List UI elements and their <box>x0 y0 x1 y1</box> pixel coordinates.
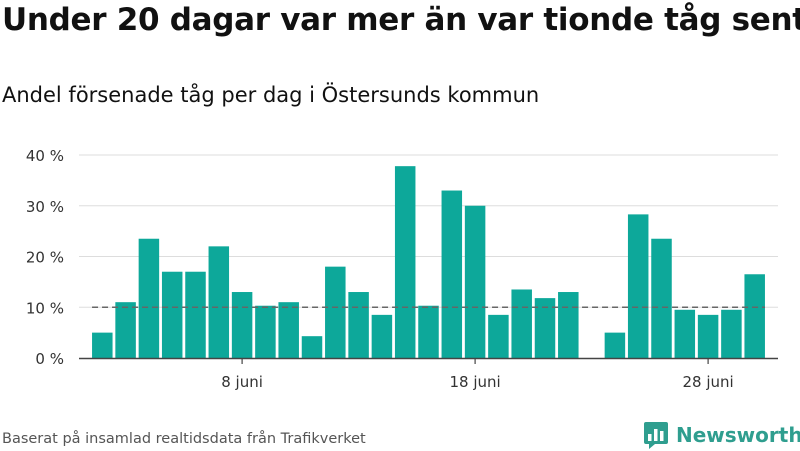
y-tick-label: 40 % <box>26 147 64 165</box>
bar <box>348 292 369 358</box>
x-tick-label: 8 juni <box>221 373 263 391</box>
bar <box>231 292 253 358</box>
bar <box>92 332 113 358</box>
source-note: Baserat på insamlad realtidsdata från Tr… <box>2 431 366 447</box>
newsworthy-logo: Newsworthy <box>643 419 800 451</box>
bar <box>301 336 323 358</box>
x-tick-label: 28 juni <box>682 373 733 391</box>
bar-chart: 0 % 10 % 20 % 30 % 40 % 8 juni 18 juni 28 juni <box>26 147 778 391</box>
x-tick-label: 18 juni <box>449 373 500 391</box>
bar <box>674 309 696 358</box>
newsworthy-icon <box>644 422 668 449</box>
y-tick-label: 0 % <box>35 350 64 368</box>
bar <box>371 314 393 358</box>
y-tick-label: 10 % <box>26 299 64 317</box>
bar <box>488 314 509 358</box>
y-tick-label: 20 % <box>26 249 64 267</box>
bar <box>325 266 346 358</box>
bar <box>418 305 439 358</box>
bar <box>464 205 486 358</box>
brand-name: Newsworthy <box>676 423 800 447</box>
bar <box>441 190 463 358</box>
bar <box>185 271 206 358</box>
bar <box>255 305 276 358</box>
bar <box>511 289 532 358</box>
bar <box>558 292 579 358</box>
bar <box>278 302 299 358</box>
bar <box>534 298 556 358</box>
bar <box>394 166 416 358</box>
chart-subtitle: Andel försenade tåg per dag i Östersunds… <box>2 83 540 107</box>
bar <box>627 214 649 358</box>
bar <box>744 274 765 358</box>
bar <box>697 314 719 358</box>
bar <box>721 309 742 358</box>
bar <box>138 238 160 358</box>
bar <box>651 238 672 358</box>
bar <box>115 302 136 358</box>
bar <box>161 271 183 358</box>
chart-title: Under 20 dagar var mer än var tionde tåg… <box>2 2 800 38</box>
y-tick-label: 30 % <box>26 198 64 216</box>
bar <box>208 246 230 358</box>
bar <box>604 332 626 358</box>
